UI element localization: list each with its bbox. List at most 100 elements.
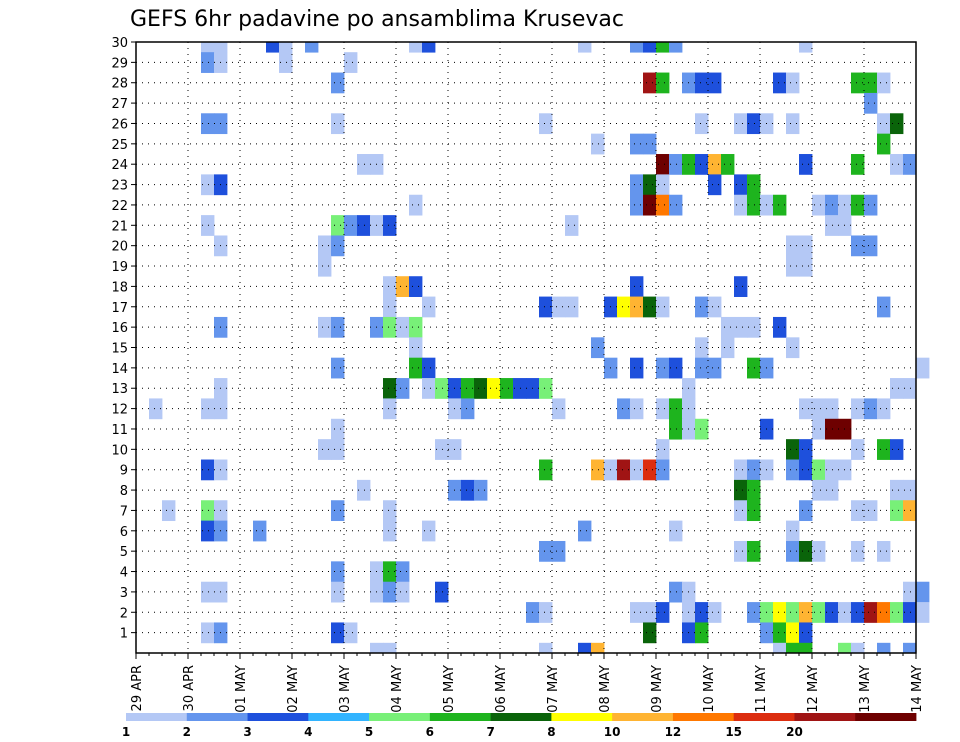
heatmap-cell	[812, 540, 826, 562]
heatmap-cell	[734, 194, 748, 216]
x-tick-label: 02 MAY	[286, 665, 301, 713]
heatmap-cell	[864, 602, 878, 623]
heatmap-cell	[201, 174, 215, 196]
heatmap-cell	[708, 602, 722, 623]
heatmap-cell	[474, 479, 488, 501]
x-tick-label: 12 MAY	[806, 665, 821, 713]
heatmap-cell	[825, 194, 839, 216]
heatmap-cell	[708, 296, 722, 318]
heatmap-cell	[383, 581, 397, 603]
heatmap-cell	[630, 276, 644, 297]
colorbar-label: 10	[604, 725, 621, 739]
heatmap-cell	[669, 357, 683, 379]
heatmap-cell	[825, 602, 839, 623]
y-tick-label: 16	[111, 321, 128, 336]
y-tick-label: 4	[120, 566, 128, 581]
x-tick-label: 01 MAY	[234, 665, 249, 713]
heatmap-cell	[695, 154, 709, 175]
heatmap-cell	[734, 316, 748, 338]
heatmap-cell	[877, 439, 891, 460]
heatmap-cell	[864, 92, 878, 114]
heatmap-cell	[435, 581, 449, 603]
heatmap-cell	[396, 378, 410, 399]
heatmap-cell	[708, 357, 722, 379]
colorbar-swatch	[551, 713, 613, 721]
heatmap-cell	[591, 133, 605, 155]
heatmap-cell	[656, 174, 670, 196]
heatmap-cell	[708, 154, 722, 175]
heatmap-cell	[812, 418, 826, 440]
colorbar-label: 4	[304, 725, 312, 739]
heatmap-cell	[422, 42, 436, 53]
heatmap-cell	[656, 194, 670, 216]
colorbar-swatch	[855, 713, 917, 721]
heatmap-cell	[383, 642, 397, 654]
heatmap-cell	[461, 398, 475, 420]
heatmap-cell	[851, 602, 865, 623]
colorbar-label: 3	[243, 725, 251, 739]
heatmap-cell	[734, 276, 748, 297]
heatmap-cell	[877, 113, 891, 135]
heatmap-cell	[214, 42, 228, 53]
y-tick-label: 19	[111, 260, 128, 275]
heatmap-cell	[331, 316, 345, 338]
heatmap-cell	[812, 459, 826, 481]
heatmap-cell	[383, 316, 397, 338]
heatmap-cell	[734, 459, 748, 481]
heatmap-cell	[851, 398, 865, 420]
heatmap-cell	[331, 439, 345, 460]
colorbar-swatch	[186, 713, 248, 721]
axes: 1234567891011121314151617181920212223242…	[111, 36, 925, 713]
heatmap-cell	[786, 255, 800, 277]
chart-title: GEFS 6hr padavine po ansamblima Krusevac	[130, 7, 624, 32]
colorbar-swatch	[612, 713, 674, 721]
heatmap-cell	[851, 500, 865, 522]
heatmap-cell	[617, 459, 631, 481]
y-tick-label: 24	[111, 158, 128, 173]
heatmap-cell	[643, 42, 657, 53]
heatmap-cell	[201, 500, 215, 522]
heatmap-cell	[786, 439, 800, 460]
heatmap-cell	[318, 439, 332, 460]
heatmap-cell	[201, 398, 215, 420]
heatmap-cell	[799, 602, 813, 623]
heatmap-cell	[656, 72, 670, 94]
heatmap-cell	[695, 418, 709, 440]
heatmap-cell	[695, 622, 709, 644]
heatmap-cell	[656, 602, 670, 623]
heatmap-cell	[903, 378, 917, 399]
heatmap-cell	[396, 581, 410, 603]
colorbar-label: 7	[486, 725, 494, 739]
heatmap-cell	[552, 296, 566, 318]
heatmap-cell	[747, 194, 761, 216]
heatmap-cell	[916, 357, 930, 379]
heatmap-cell	[721, 316, 735, 338]
heatmap-cell	[786, 459, 800, 481]
heatmap-cell	[669, 520, 683, 542]
heatmap-cell	[643, 622, 657, 644]
heatmap-cell	[474, 378, 488, 399]
heatmap-cell	[500, 378, 514, 399]
heatmap-cell	[344, 52, 358, 73]
heatmap-cell	[734, 174, 748, 196]
heatmap-cell	[331, 357, 345, 379]
heatmap-cell	[435, 378, 449, 399]
heatmap-cell	[799, 398, 813, 420]
y-tick-label: 28	[111, 77, 128, 92]
heatmap-cell	[461, 479, 475, 501]
heatmap-cell	[877, 296, 891, 318]
heatmap-cell	[903, 154, 917, 175]
heatmap-cell	[630, 133, 644, 155]
heatmap-cell	[877, 133, 891, 155]
heatmap-cell	[773, 316, 787, 338]
heatmap-cell	[396, 276, 410, 297]
heatmap-cell	[747, 602, 761, 623]
x-tick-label: 03 MAY	[338, 665, 353, 713]
heatmap-cell	[331, 561, 345, 583]
heatmap-cell	[409, 316, 423, 338]
heatmap-cell	[487, 378, 501, 399]
heatmap-cell	[201, 520, 215, 542]
y-tick-label: 26	[111, 117, 128, 132]
heatmap-cell	[409, 357, 423, 379]
heatmap-cell	[786, 540, 800, 562]
